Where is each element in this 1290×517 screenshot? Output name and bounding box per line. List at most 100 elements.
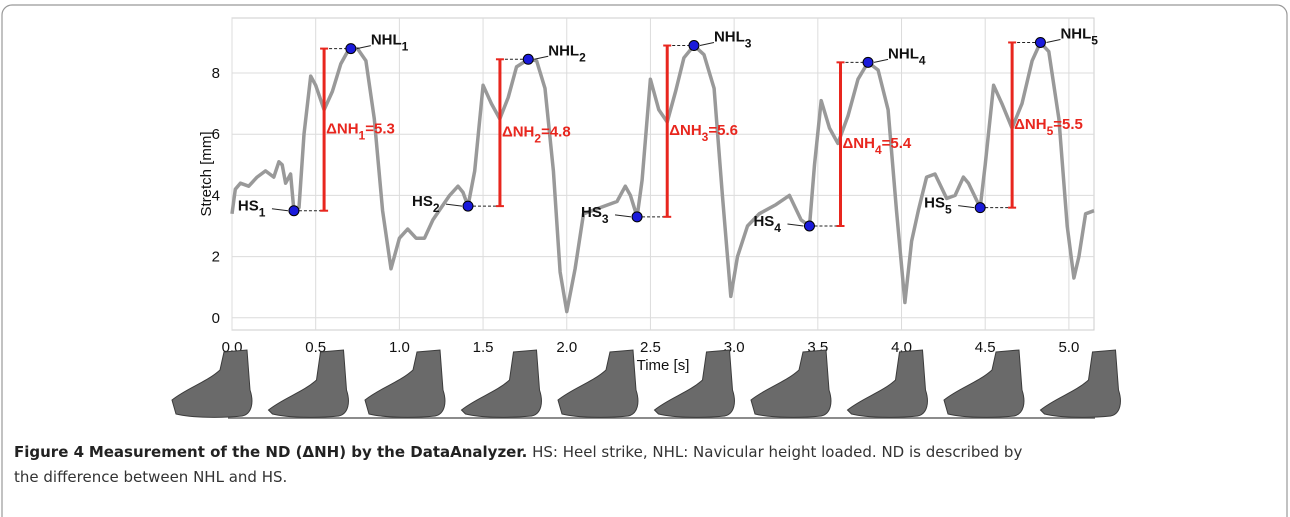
- delta-sub: 4: [875, 143, 882, 157]
- x-tick-label: 1.5: [473, 339, 494, 356]
- foot-image: [750, 349, 832, 418]
- hs-sub: 1: [259, 206, 266, 220]
- figure-frame: [1, 4, 1288, 517]
- x-tick-label: 2.5: [640, 339, 661, 356]
- y-tick-label: 2: [212, 249, 220, 266]
- nhl-text: NHL: [888, 45, 919, 62]
- hs-marker: [631, 211, 643, 223]
- delta-sub: 1: [359, 129, 366, 143]
- nhl-text: NHL: [1060, 25, 1091, 42]
- foot-image: [364, 349, 446, 418]
- pointer: [873, 58, 889, 63]
- delta-label: ΔNH5=5.5: [1014, 116, 1083, 138]
- hs-sub: 4: [774, 221, 781, 235]
- delta-label: ΔNH3=5.6: [669, 122, 738, 144]
- plot-area: [231, 17, 1095, 331]
- pointer: [699, 42, 715, 47]
- nhl-sub: 5: [1091, 33, 1098, 47]
- hs-text: HS: [412, 193, 433, 210]
- hs-text: HS: [581, 204, 602, 221]
- data-line: [230, 40, 1095, 314]
- pointer: [534, 55, 549, 60]
- delta-sub: 3: [702, 130, 709, 144]
- hs-marker: [288, 205, 300, 217]
- foot-image: [943, 349, 1025, 418]
- delta-value: =5.4: [882, 135, 912, 152]
- delta-label: ΔNH1=5.3: [326, 121, 395, 143]
- delta-label: ΔNH4=5.4: [843, 135, 912, 157]
- hs-sub: 3: [602, 212, 609, 226]
- nhl-sub: 4: [919, 53, 926, 67]
- pointer: [1046, 38, 1061, 43]
- nhl-label: NHL5: [1060, 25, 1098, 47]
- hs-label: HS2: [412, 193, 440, 215]
- y-axis-label: Stretch [mm]: [198, 131, 215, 216]
- hs-label: HS5: [924, 195, 952, 217]
- delta-text: ΔNH: [502, 124, 534, 141]
- caption-title: Measurement of the ND (ΔNH) by the DataA…: [88, 443, 528, 461]
- foot-image: [1039, 349, 1121, 418]
- hs-marker: [803, 220, 815, 232]
- hs-marker: [974, 202, 986, 214]
- foot-image: [267, 349, 349, 418]
- y-tick-label: 6: [212, 126, 220, 143]
- delta-value: =5.5: [1053, 116, 1083, 133]
- pointer: [271, 208, 288, 212]
- nhl-text: NHL: [371, 32, 402, 49]
- foot-images: [171, 349, 1121, 419]
- nhl-sub: 2: [579, 50, 586, 64]
- nhl-text: NHL: [714, 29, 745, 46]
- delta-text: ΔNH: [1014, 116, 1046, 133]
- delta-label: ΔNH2=4.8: [502, 124, 571, 146]
- x-tick-label: 2.0: [556, 339, 577, 356]
- nhl-label: NHL1: [371, 32, 409, 54]
- nhl-label: NHL3: [714, 29, 752, 51]
- caption-text: HS: Heel strike, NHL: Navicular height l…: [14, 443, 1023, 486]
- plot: 0.0 0.5 1.0 1.5 2.0 2.5 3.0 3.5 4.0 4.5 5.002468Ti…: [198, 17, 1098, 374]
- nhl-marker: [1034, 36, 1046, 48]
- delta-sub: 2: [534, 132, 541, 146]
- hs-text: HS: [238, 198, 259, 215]
- nhl-label: NHL4: [888, 45, 926, 67]
- hs-text: HS: [753, 213, 774, 230]
- pointer: [958, 205, 975, 209]
- foot-image: [171, 349, 253, 418]
- nhl-marker: [345, 43, 357, 55]
- pointer: [356, 45, 371, 50]
- foot-image: [653, 349, 735, 418]
- nhl-label: NHL2: [548, 42, 586, 64]
- pointer: [445, 203, 463, 207]
- x-tick-label: 1.0: [389, 339, 410, 356]
- hs-label: HS3: [581, 204, 609, 226]
- nhl-marker: [688, 40, 700, 52]
- hs-sub: 5: [945, 203, 952, 217]
- x-tick-label: 5.0: [1058, 339, 1079, 356]
- delta-text: ΔNH: [326, 121, 358, 138]
- delta-value: =5.6: [708, 122, 738, 139]
- hs-sub: 2: [433, 201, 440, 215]
- nhl-sub: 1: [402, 40, 409, 54]
- caption-label: Figure 4: [14, 443, 85, 461]
- nhl-text: NHL: [548, 42, 579, 59]
- hs-label: HS4: [753, 213, 781, 235]
- delta-text: ΔNH: [669, 122, 701, 139]
- hs-label: HS1: [238, 198, 266, 220]
- delta-text: ΔNH: [843, 135, 875, 152]
- delta-sub: 5: [1047, 124, 1054, 138]
- pointer: [614, 214, 632, 218]
- hs-marker: [462, 200, 474, 212]
- y-tick-label: 4: [212, 187, 220, 204]
- y-tick-label: 8: [212, 65, 220, 82]
- nhl-marker: [862, 56, 874, 68]
- delta-value: =5.3: [365, 121, 395, 138]
- foot-image: [460, 349, 542, 418]
- nhl-sub: 3: [745, 37, 752, 51]
- pointer: [787, 223, 804, 227]
- x-axis-label: Time [s]: [637, 357, 690, 374]
- x-tick-label: 4.5: [975, 339, 996, 356]
- foot-image: [557, 349, 639, 418]
- delta-value: =4.8: [541, 124, 571, 141]
- foot-image: [846, 349, 928, 418]
